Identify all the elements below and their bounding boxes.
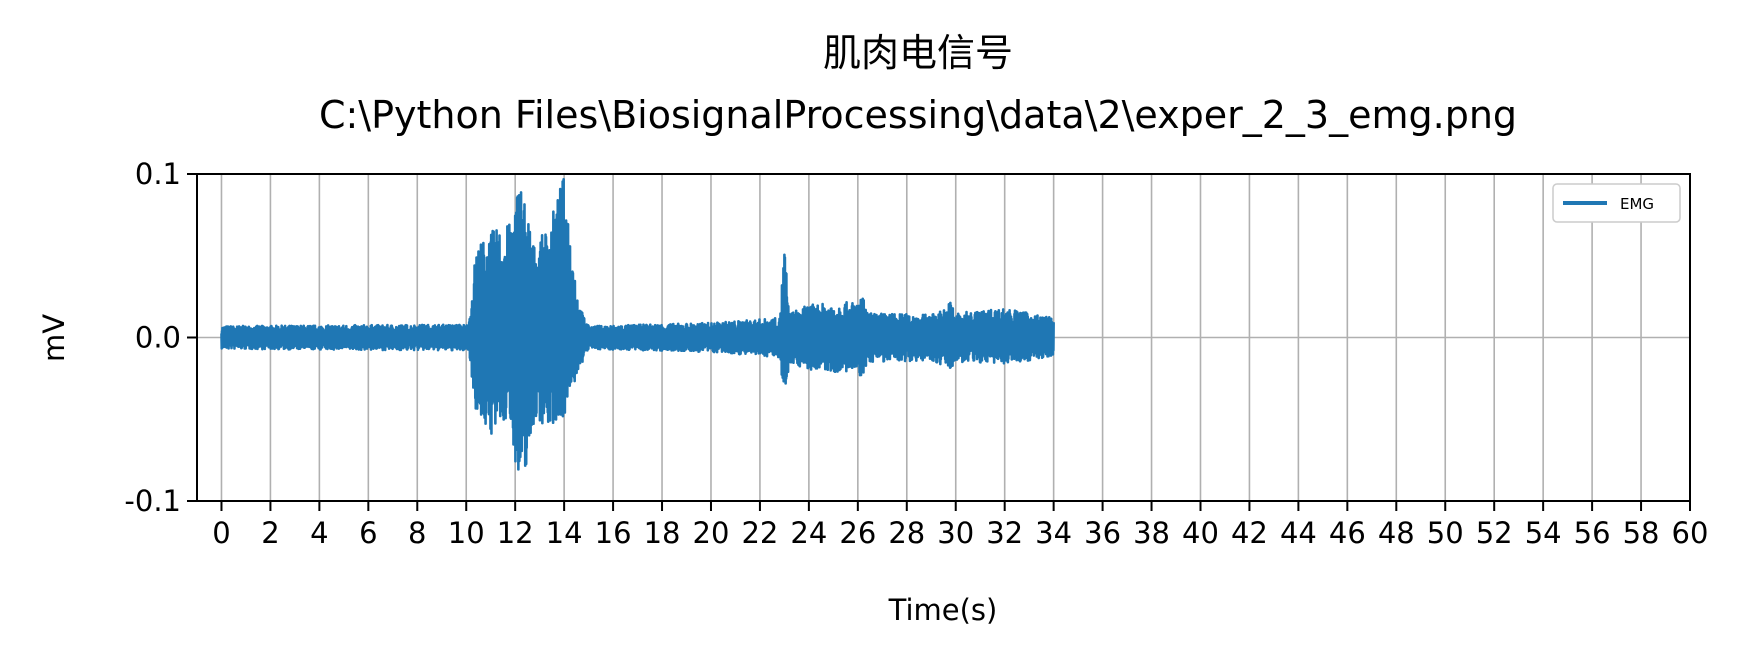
- x-tick-label: 40: [1182, 516, 1219, 550]
- x-tick-label: 26: [839, 516, 876, 550]
- x-tick-label: 48: [1378, 516, 1415, 550]
- x-tick-label: 38: [1133, 516, 1170, 550]
- x-tick-label: 54: [1525, 516, 1562, 550]
- x-tick-label: 6: [359, 516, 377, 550]
- x-tick-label: 12: [497, 516, 534, 550]
- x-tick-label: 42: [1231, 516, 1268, 550]
- x-tick-label: 2: [261, 516, 279, 550]
- y-tick-label: -0.1: [124, 484, 181, 518]
- x-tick-label: 24: [790, 516, 827, 550]
- x-tick-label: 22: [741, 516, 778, 550]
- x-axis: 0 2 4 6 8 10 12 14 16 18 20 22 24 26 28 30 32 34 36 38 40 42 4…: [212, 501, 1708, 550]
- x-tick-label: 44: [1280, 516, 1317, 550]
- x-tick-label: 10: [448, 516, 485, 550]
- plot-area: [220, 177, 1055, 471]
- chart-title: 肌肉电信号: [823, 31, 1013, 75]
- legend-box: [1552, 183, 1681, 223]
- x-tick-label: 18: [644, 516, 681, 550]
- x-tick-label: 32: [986, 516, 1023, 550]
- y-tick-label: 0.1: [135, 157, 181, 191]
- legend-label-emg: EMG: [1620, 195, 1654, 213]
- x-tick-label: 0: [212, 516, 230, 550]
- x-tick-label: 46: [1329, 516, 1366, 550]
- x-tick-label: 52: [1476, 516, 1513, 550]
- x-tick-label: 16: [595, 516, 632, 550]
- y-axis-label: mV: [37, 314, 71, 362]
- x-tick-label: 8: [408, 516, 426, 550]
- x-tick-label: 14: [546, 516, 583, 550]
- x-tick-label: 60: [1672, 516, 1709, 550]
- x-tick-label: 34: [1035, 516, 1072, 550]
- chart-subtitle: C:\Python Files\BiosignalProcessing\data…: [319, 93, 1517, 137]
- x-tick-label: 36: [1084, 516, 1121, 550]
- series-line-emg: [220, 177, 1055, 471]
- x-tick-label: 56: [1574, 516, 1611, 550]
- y-tick-label: 0.0: [135, 321, 181, 355]
- x-tick-label: 58: [1623, 516, 1660, 550]
- x-tick-label: 20: [693, 516, 730, 550]
- x-tick-label: 30: [937, 516, 974, 550]
- x-tick-label: 4: [310, 516, 328, 550]
- x-tick-label: 28: [888, 516, 925, 550]
- legend: EMG: [1552, 183, 1681, 223]
- x-tick-label: 50: [1427, 516, 1464, 550]
- y-axis: -0.1 0.0 0.1: [124, 157, 197, 518]
- x-axis-label: Time(s): [888, 593, 998, 627]
